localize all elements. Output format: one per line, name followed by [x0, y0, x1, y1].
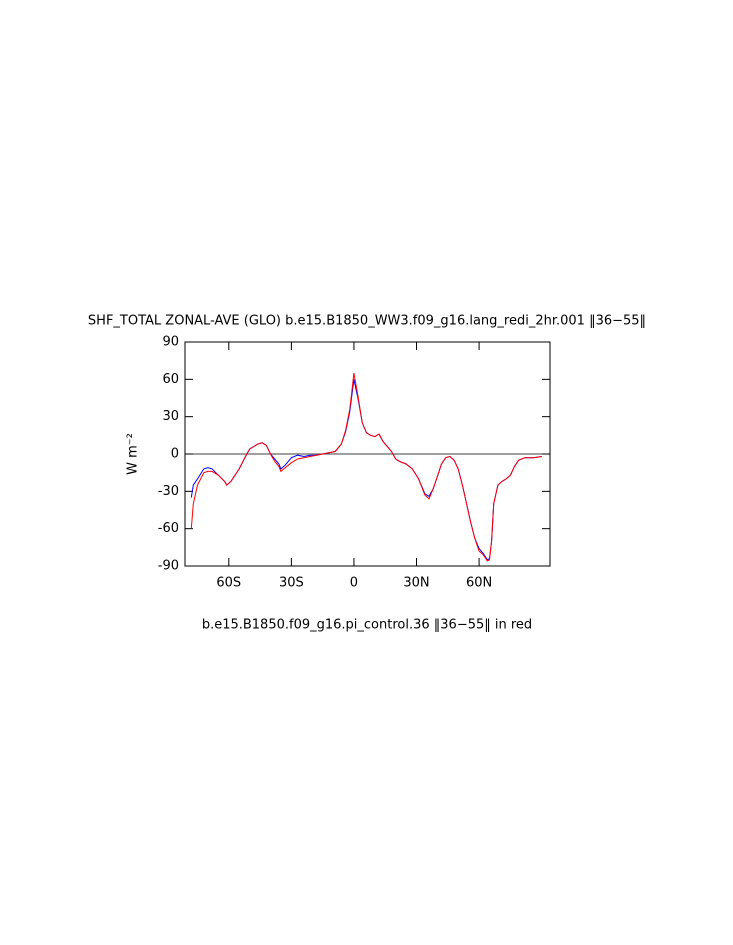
y-tick-label: -90	[158, 559, 179, 574]
x-tick-label: 30S	[279, 576, 304, 591]
y-tick-label: 60	[162, 372, 179, 387]
x-tick-label: 60N	[466, 576, 492, 591]
y-axis-label: W m⁻²	[126, 433, 141, 475]
x-tick-label: 30N	[403, 576, 429, 591]
line-series	[190, 373, 542, 562]
y-tick-label: 30	[162, 409, 179, 424]
plot-frame	[184, 341, 551, 567]
y-tick-label: 90	[162, 335, 179, 350]
chart-subtitle: b.e15.B1850.f09_g16.pi_control.36 ‖36−55…	[202, 618, 532, 633]
line-series	[190, 379, 542, 561]
x-tick-label: 0	[350, 576, 358, 591]
x-tick-label: 60S	[216, 576, 241, 591]
y-tick-label: -60	[158, 521, 179, 536]
y-tick-label: 0	[171, 447, 179, 462]
y-tick-label: -30	[158, 484, 179, 499]
chart-title: SHF_TOTAL ZONAL-AVE (GLO) b.e15.B1850_WW…	[88, 314, 646, 329]
